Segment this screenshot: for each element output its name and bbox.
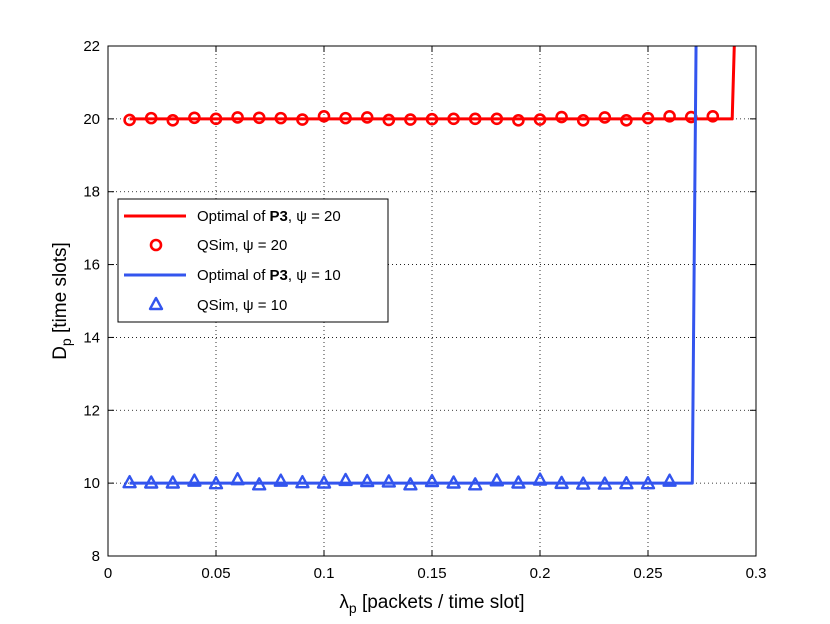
legend: Optimal of P3, ψ = 20 QSim, ψ = 20 Optim… <box>117 198 389 323</box>
x-tick-label: 0.15 <box>417 565 446 582</box>
series-3-point <box>489 473 504 487</box>
series-3-point <box>143 475 159 489</box>
series-1-point <box>144 111 158 125</box>
series-3-point <box>208 476 224 490</box>
legend-swatch-series-3 <box>148 296 164 311</box>
series-1-point <box>404 113 417 126</box>
series-1-point <box>317 110 331 123</box>
legend-label-series-2-prefix: Optimal of <box>197 267 270 284</box>
series-1-point <box>296 113 309 126</box>
series-1-point <box>576 114 590 127</box>
series-1-point <box>706 110 720 123</box>
series-3-point <box>295 474 310 489</box>
legend-label-series-3-prefix: QSim, ψ = 10 <box>197 297 287 314</box>
y-tick-label: 14 <box>83 329 100 346</box>
series-3-point <box>576 476 591 490</box>
series-3-point <box>187 473 202 487</box>
series-1-point <box>209 112 223 126</box>
x-tick-label: 0 <box>104 565 112 582</box>
legend-swatch-series-1 <box>149 238 163 252</box>
series-3-point <box>424 473 440 488</box>
y-tick-label: 18 <box>83 184 100 201</box>
x-tick-label: 0.2 <box>530 565 551 582</box>
series-layer <box>122 46 736 491</box>
legend-box <box>117 198 389 323</box>
series-3-point <box>230 472 245 486</box>
legend-label-series-2-suffix: , ψ = 10 <box>288 267 341 284</box>
series-1-point <box>641 111 655 125</box>
x-tick-label: 0.3 <box>746 565 767 582</box>
series-3-point <box>511 475 526 489</box>
series-1-point <box>598 111 612 124</box>
series-1-point <box>382 113 396 127</box>
y-axis-label-rest: [time slots] <box>50 242 71 338</box>
series-1-point <box>555 110 568 124</box>
series-3-point <box>640 476 656 490</box>
legend-label-series-1-prefix: QSim, ψ = 20 <box>197 237 287 254</box>
x-axis-label-sub: p <box>349 600 357 616</box>
legend-label-series-2-bold: P3 <box>270 267 288 284</box>
series-1-point <box>339 111 352 125</box>
y-tick-label: 20 <box>83 111 100 128</box>
y-tick-label: 8 <box>92 548 100 565</box>
axis-ticks: 0 0.05 0.1 0.15 0.2 0.25 0.3 8 10 12 14 16 18 20 22 <box>83 38 766 582</box>
series-3-point <box>403 477 418 491</box>
series-3-point <box>446 475 461 489</box>
x-axis-label-main: λ <box>339 592 349 613</box>
series-1-point <box>533 113 547 126</box>
series-1-point <box>663 110 676 123</box>
y-tick-label: 10 <box>83 475 100 492</box>
series-1-point <box>231 111 244 124</box>
series-1-point <box>490 112 504 126</box>
series-3-point <box>338 472 353 487</box>
series-1-point <box>252 111 266 125</box>
legend-label-series-0-prefix: Optimal of <box>197 208 270 225</box>
legend-label-series-1: QSim, ψ = 20 <box>197 237 287 254</box>
y-axis-label-main: D <box>50 346 71 360</box>
y-axis-label: Dp [time slots] <box>50 242 74 360</box>
series-0-line <box>129 46 736 121</box>
gridlines <box>108 46 756 556</box>
series-1-point <box>512 114 525 127</box>
series-1-point <box>274 111 288 125</box>
x-tick-label: 0.25 <box>633 565 662 582</box>
series-3-point <box>165 475 181 489</box>
series-3-point <box>532 472 548 486</box>
series-1-point <box>166 114 180 127</box>
series-1-point <box>188 111 201 125</box>
x-tick-label: 0.1 <box>314 565 335 582</box>
y-tick-label: 12 <box>83 402 100 419</box>
series-1-point <box>360 111 374 124</box>
series-1-point <box>468 112 482 126</box>
x-axis-label-rest: [packets / time slot] <box>357 592 525 613</box>
legend-label-series-0-bold: P3 <box>270 208 288 225</box>
series-3-point <box>251 477 267 491</box>
series-3-point <box>122 474 137 489</box>
y-tick-label: 16 <box>83 257 100 274</box>
legend-label-series-2: Optimal of P3, ψ = 10 <box>197 267 341 284</box>
x-axis-label: λp [packets / time slot] <box>339 592 524 616</box>
series-1-point <box>447 112 460 126</box>
series-3-point <box>597 476 612 490</box>
series-1-point <box>425 112 439 126</box>
series-3-point <box>554 475 569 490</box>
series-1-point <box>123 113 136 127</box>
legend-label-series-3: QSim, ψ = 10 <box>197 297 287 314</box>
series-3-point <box>381 474 396 488</box>
y-tick-label: 22 <box>83 38 100 55</box>
series-3-point <box>316 475 332 489</box>
series-3-point <box>360 473 375 488</box>
series-2-line <box>129 46 698 485</box>
legend-label-series-0: Optimal of P3, ψ = 20 <box>197 208 341 225</box>
y-axis-label-sub: p <box>58 338 74 346</box>
series-3-point <box>468 477 483 491</box>
x-tick-label: 0.05 <box>201 565 230 582</box>
series-3-point <box>273 473 288 487</box>
series-1-point <box>620 114 633 127</box>
series-3-point <box>619 476 634 490</box>
legend-label-series-0-suffix: , ψ = 20 <box>288 208 341 225</box>
series-3-point <box>662 473 677 487</box>
